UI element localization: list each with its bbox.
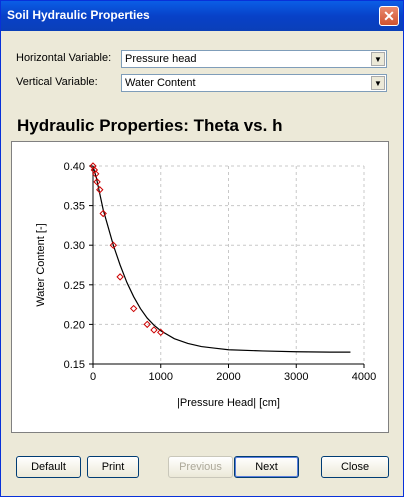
print-button[interactable]: Print [87,456,139,478]
next-button[interactable]: Next [234,456,299,478]
chevron-down-icon[interactable]: ▼ [371,52,385,66]
horizontal-variable-value: Pressure head [125,53,197,65]
horizontal-variable-label: Horizontal Variable: [16,52,112,64]
y-tick-label: 0.20 [64,319,85,331]
data-point [143,320,151,329]
chevron-down-icon[interactable]: ▼ [371,76,385,90]
data-point [109,241,118,249]
y-tick-label: 0.15 [64,359,85,371]
vertical-variable-value: Water Content [125,77,196,89]
window-title: Soil Hydraulic Properties [7,8,150,22]
x-tick-label: 2000 [216,371,240,383]
data-point [150,326,158,334]
data-point [99,209,107,218]
previous-button[interactable]: Previous [168,456,233,478]
y-tick-label: 0.25 [64,280,85,292]
data-point [96,186,104,194]
close-button[interactable]: Close [321,456,389,478]
chart-heading: Hydraulic Properties: Theta vs. h [17,116,283,135]
horizontal-variable-select[interactable]: Pressure head ▼ [121,50,387,68]
y-tick-label: 0.40 [64,161,85,173]
x-tick-label: 0 [90,371,96,383]
default-button[interactable]: Default [16,456,81,478]
data-point [129,304,138,313]
y-tick-label: 0.35 [64,201,85,213]
title-bar: Soil Hydraulic Properties ✕ [1,1,403,31]
close-window-icon[interactable]: ✕ [379,6,399,26]
x-tick-label: 4000 [352,371,376,383]
y-axis-label: Water Content [-] [35,223,47,306]
y-tick-label: 0.30 [64,240,85,252]
data-point [93,178,101,186]
vertical-variable-label: Vertical Variable: [16,76,98,88]
x-tick-label: 1000 [149,371,173,383]
x-tick-label: 3000 [284,371,308,383]
plot-frame: 0 1000 2000 3000 4000 0.15 0.20 0.25 0.30 0.35 0.4… [11,141,389,433]
data-point [157,328,165,337]
vertical-variable-select[interactable]: Water Content ▼ [121,74,387,92]
data-point [116,273,124,281]
chart-svg: 0 1000 2000 3000 4000 0.15 0.20 0.25 0.30 0.35 0.4… [35,161,376,409]
data-point [92,170,100,178]
x-axis-label: |Pressure Head| [cm] [177,397,280,409]
